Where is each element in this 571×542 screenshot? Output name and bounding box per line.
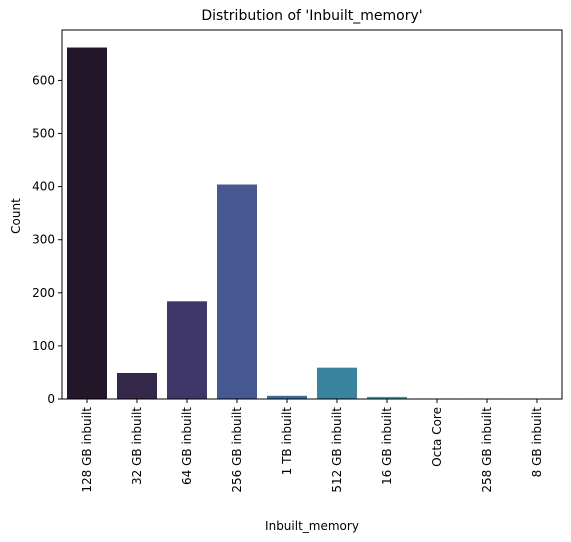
x-tick-label: 64 GB inbuilt (180, 407, 194, 485)
y-axis-label: Count (9, 198, 23, 234)
y-tick-label: 100 (32, 339, 55, 353)
plot-frame (61, 29, 563, 400)
x-tick-label: 258 GB inbuilt (480, 407, 494, 493)
bar-2 (167, 301, 207, 399)
bar-5 (317, 367, 357, 399)
y-tick-label: 300 (32, 233, 55, 247)
bar-3 (217, 184, 257, 399)
chart-title: Distribution of 'Inbuilt_memory' (201, 8, 422, 24)
x-tick-label: 16 GB inbuilt (380, 407, 394, 485)
x-axis-label: Inbuilt_memory (265, 519, 359, 533)
x-tick-label: 512 GB inbuilt (330, 407, 344, 493)
x-tick-label: 8 GB inbuilt (530, 407, 544, 478)
y-tick-label: 600 (32, 73, 55, 87)
x-tick-label: 128 GB inbuilt (80, 407, 94, 493)
bar-4 (267, 395, 307, 399)
x-tick-label: 256 GB inbuilt (230, 407, 244, 493)
bar-6 (367, 396, 407, 399)
y-tick-label: 500 (32, 127, 55, 141)
y-axis-ticks: 0 100 200 300 400 500 600 (32, 73, 62, 406)
y-tick-label: 0 (47, 392, 55, 406)
y-tick-label: 400 (32, 180, 55, 194)
bars-layer (67, 47, 557, 400)
bar-1 (117, 372, 157, 399)
y-tick-label: 200 (32, 286, 55, 300)
x-tick-label: Octa Core (430, 407, 444, 467)
bar-0 (67, 47, 107, 400)
x-tick-label: 1 TB inbuilt (280, 407, 294, 476)
x-tick-label: 32 GB inbuilt (130, 407, 144, 485)
x-axis-ticks: 128 GB inbuilt 32 GB inbuilt 64 GB inbuilt… (80, 399, 544, 493)
